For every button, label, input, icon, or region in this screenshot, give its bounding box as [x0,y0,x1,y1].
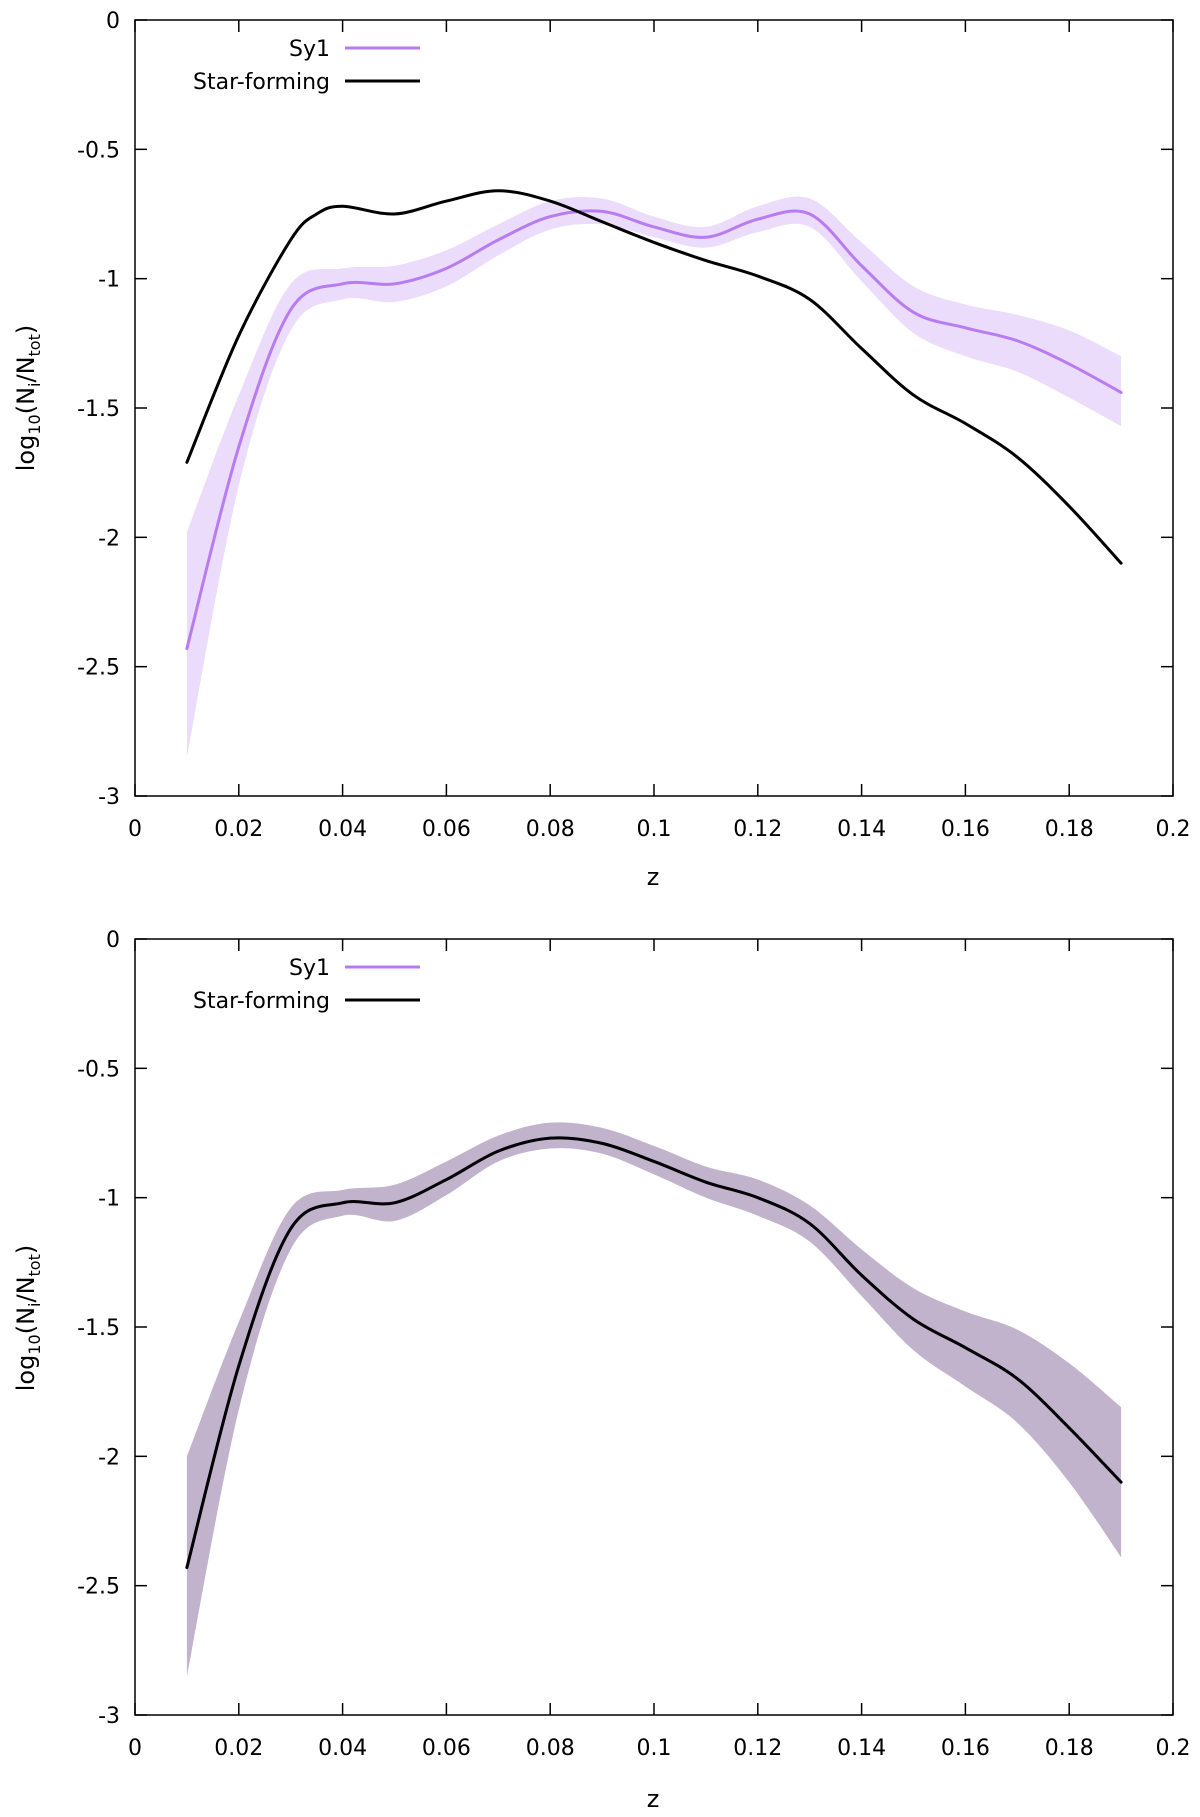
line-layer [185,1136,1123,1570]
x-tick-label: 0.12 [733,1736,782,1761]
y-tick-label: 0 [106,928,120,953]
x-tick-label: 0.18 [1045,1736,1094,1761]
y-tick-label: -2 [98,526,120,551]
x-tick-label: 0.04 [318,1736,367,1761]
plot-frame [134,938,1174,1716]
tick-layer: 0 0.02 0.04 0.06 0.08 0.1 0.12 0.14 0.16 0.18 0.2 0… [77,9,1190,842]
x-tick-label: 0.12 [733,817,782,842]
y-tick-label: -1.5 [77,1316,120,1341]
y-tick-label: -0.5 [77,138,120,163]
line-layer [185,189,1123,651]
x-tick-label: 0.14 [837,817,886,842]
tick-layer: 0 0.02 0.04 0.06 0.08 0.1 0.12 0.14 0.16 0.18 0.2 0… [77,928,1190,1761]
x-tick-label: 0.08 [526,1736,575,1761]
legend-label-sy1: Sy1 [289,956,330,981]
x-tick-label: 0.02 [214,1736,263,1761]
y-tick-label: -1.5 [77,397,120,422]
y-tick-label: -1 [98,1187,120,1212]
x-axis-label: z [647,1785,660,1813]
legend-label-sy1: Sy1 [289,37,330,62]
series-line-sy1 [185,209,1123,651]
y-tick-label: 0 [106,9,120,34]
y-axis-label: log10(Ni/Ntot) [12,1245,44,1392]
y-axis-label: log10(Ni/Ntot) [12,325,44,472]
x-tick-label: 0.2 [1156,817,1191,842]
x-tick-label: 0.06 [422,1736,471,1761]
legend: Sy1 Star-forming [193,956,420,1014]
x-tick-label: 0.16 [941,817,990,842]
series-line-star-forming [185,189,1123,565]
x-tick-label: 0 [128,1736,142,1761]
x-tick-label: 0.2 [1156,1736,1191,1761]
y-tick-label: -1 [98,268,120,293]
legend-label-star-forming: Star-forming [193,989,330,1014]
x-tick-label: 0.02 [214,817,263,842]
plot-frame [134,19,1174,797]
x-tick-label: 0.06 [422,817,471,842]
x-tick-label: 0.16 [941,1736,990,1761]
legend: Sy1 Star-forming [193,37,420,95]
x-tick-label: 0.04 [318,817,367,842]
x-tick-label: 0.08 [526,817,575,842]
x-tick-label: 0.1 [637,1736,672,1761]
x-tick-label: 0.14 [837,1736,886,1761]
error-band-sy1 [186,196,1122,758]
y-tick-label: -3 [98,785,120,810]
chart-panel-bottom: 0 0.02 0.04 0.06 0.08 0.1 0.12 0.14 0.16 0.18 0.2 0… [12,928,1191,1813]
series-line-star-forming [185,1136,1123,1570]
y-tick-label: -2.5 [77,1575,120,1600]
y-tick-label: -0.5 [77,1057,120,1082]
y-tick-label: -2.5 [77,656,120,681]
x-tick-label: 0 [128,817,142,842]
chart-panel-top: 0 0.02 0.04 0.06 0.08 0.1 0.12 0.14 0.16 0.18 0.2 0… [12,9,1191,891]
band-layer [186,196,1122,758]
y-tick-label: -2 [98,1445,120,1470]
legend-label-star-forming: Star-forming [193,70,330,95]
x-axis-label: z [647,863,660,891]
x-tick-label: 0.18 [1045,817,1094,842]
y-tick-label: -3 [98,1704,120,1729]
x-tick-label: 0.1 [637,817,672,842]
